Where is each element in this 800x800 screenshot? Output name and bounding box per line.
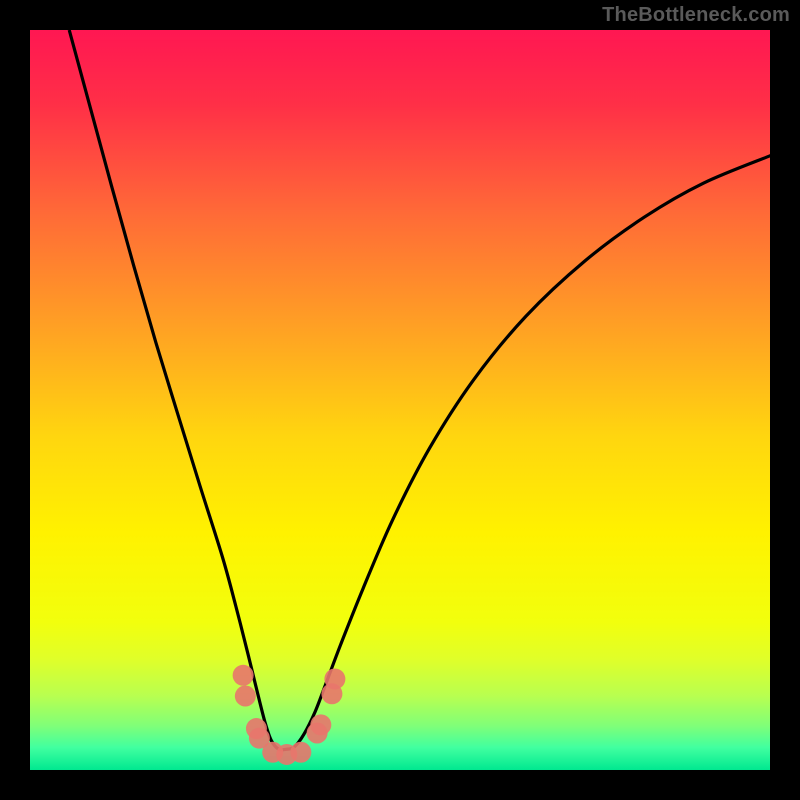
valley-marker: [290, 742, 311, 763]
valley-markers: [233, 665, 346, 765]
chart-curve-layer: [30, 30, 770, 770]
bottleneck-curve: [69, 30, 775, 750]
valley-marker: [233, 665, 254, 686]
watermark-text: TheBottleneck.com: [602, 4, 790, 27]
valley-marker: [235, 686, 256, 707]
chart-container: TheBottleneck.com: [0, 0, 800, 800]
valley-marker: [310, 714, 331, 735]
valley-marker: [324, 668, 345, 689]
plot-area: [30, 30, 770, 770]
